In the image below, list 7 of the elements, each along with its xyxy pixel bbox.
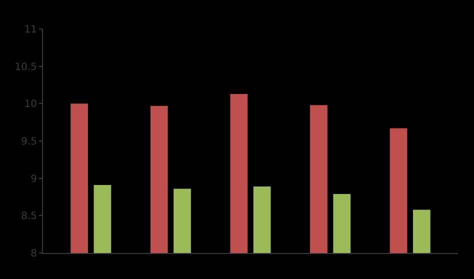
y-tick-label: 8	[30, 248, 37, 260]
y-tick-label: 10.5	[14, 62, 37, 73]
y-tick-label: 11	[24, 24, 37, 36]
y-tick-label: 10	[24, 99, 37, 110]
y-tick-label: 9	[30, 174, 37, 185]
y-tick-label: 9.5	[21, 136, 37, 148]
y-tick-label: 8.5	[21, 211, 37, 222]
